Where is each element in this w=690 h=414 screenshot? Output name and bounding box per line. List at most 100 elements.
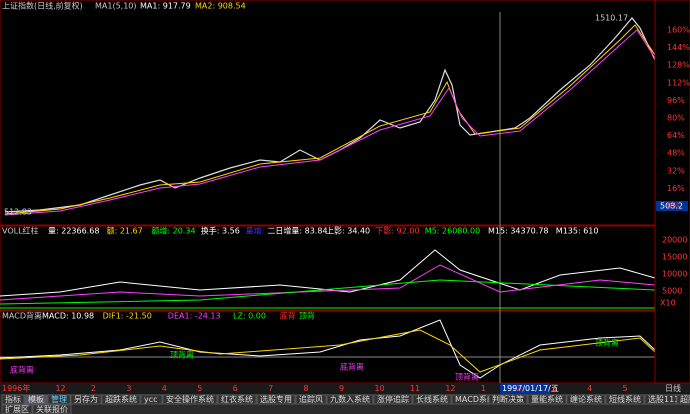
volume-frame	[0, 225, 656, 311]
tab-label[interactable]: 超胜系统	[680, 394, 690, 404]
tab-label[interactable]: 模板	[28, 394, 44, 404]
time-label: 10	[374, 384, 384, 393]
tab-label[interactable]: 另存为	[74, 394, 98, 404]
tab-label[interactable]: 安全操作系统	[166, 394, 214, 404]
macd-field: DEA1: -24.13	[168, 312, 221, 321]
tab[interactable]	[47, 394, 71, 405]
tab-label[interactable]: 涨停追踪	[377, 394, 409, 404]
volume-ma	[0, 249, 656, 297]
current-value: 508.2	[660, 202, 683, 211]
time-label: 2	[516, 384, 521, 393]
time-label: 6	[233, 384, 238, 393]
volume-ma2	[0, 264, 656, 301]
tab-label[interactable]: 超跌系统	[105, 394, 137, 404]
volume-field: 二日增量: 83.84	[267, 226, 327, 236]
tab-label[interactable]: MACD系统	[455, 394, 495, 404]
tab[interactable]	[140, 394, 163, 405]
tab[interactable]	[1, 404, 33, 414]
time-axis-bg	[0, 383, 690, 394]
tab-label[interactable]: 短线系统	[609, 394, 641, 404]
title: 上证指数(日线,前复权)	[2, 1, 83, 11]
tab[interactable]	[527, 394, 567, 405]
tab[interactable]	[488, 394, 528, 405]
tab[interactable]	[24, 394, 48, 405]
tab[interactable]	[1, 394, 25, 405]
tab-label[interactable]: 指标	[5, 394, 21, 404]
ma2-value: MA2: 908.54	[195, 2, 246, 11]
tab[interactable]	[326, 394, 374, 405]
macd-field: LZ: 0.00	[233, 312, 266, 321]
tab-label[interactable]: 关联报价	[36, 404, 68, 414]
volume-field: 量: 22366.68	[48, 227, 99, 236]
dea-line	[0, 329, 656, 373]
macd-field: 顶背	[299, 311, 315, 321]
tab[interactable]	[566, 394, 606, 405]
price-axis-label: 48%	[667, 149, 685, 158]
tab-label[interactable]: 量能系统	[531, 394, 563, 404]
time-label: 11	[410, 384, 420, 393]
time-label: 1996年	[2, 383, 30, 393]
tab[interactable]	[32, 404, 72, 414]
volume-field: 额增: 20.34	[151, 226, 195, 236]
price-axis-label: 16%	[667, 184, 685, 193]
tab-label[interactable]: 选股111	[648, 394, 679, 404]
tab[interactable]	[676, 394, 690, 405]
tab-label[interactable]: 缠论系统	[570, 394, 602, 404]
ma2-line	[4, 29, 656, 216]
ma1-line	[4, 24, 656, 215]
tab[interactable]	[70, 394, 102, 405]
tab[interactable]	[605, 394, 645, 405]
tab-label[interactable]: 红衣系统	[221, 394, 253, 404]
time-label: 7	[268, 384, 273, 393]
right-axis	[654, 0, 690, 384]
tab[interactable]	[256, 394, 296, 405]
volume-field: 额: 21.67	[107, 226, 143, 236]
tab[interactable]	[373, 394, 413, 405]
price-axis-label: 80%	[667, 114, 685, 123]
tab-label[interactable]: 长线系统	[416, 394, 448, 404]
time-label: 3	[552, 384, 557, 393]
time-label: 12	[445, 384, 455, 393]
tab[interactable]	[295, 394, 327, 405]
tab-label[interactable]: 九数入系统	[330, 394, 370, 404]
tab-label[interactable]: 管理	[51, 394, 67, 404]
macd-field: MACD: 10.98	[42, 312, 94, 321]
cursor-date-box	[500, 383, 550, 394]
volume-field: M5: 26080.00	[425, 227, 480, 236]
tab-label[interactable]: 判断决策	[492, 394, 524, 404]
price-axis-label: 144%	[667, 43, 690, 52]
macd-annotation: 顶背离	[595, 338, 619, 348]
tab[interactable]	[162, 394, 218, 405]
ma1-value: MA1: 917.79	[140, 2, 191, 11]
time-label: 8	[304, 384, 309, 393]
tab-label[interactable]: 追踪风	[299, 394, 323, 404]
volume-field: 下影: 92.00	[375, 226, 419, 236]
price-axis-label: 160%	[667, 26, 690, 35]
time-label: 1	[481, 384, 486, 393]
tab[interactable]	[451, 394, 489, 405]
price-axis-label: 64%	[667, 131, 685, 140]
tab[interactable]	[412, 394, 452, 405]
tab-label[interactable]: 扩展区	[5, 404, 29, 414]
tab-label[interactable]: 选股专用	[260, 394, 292, 404]
macd-annotation: 底背离	[10, 365, 34, 375]
macd-annotation: 顶背离	[455, 372, 479, 382]
price-line	[4, 17, 656, 213]
tab[interactable]	[217, 394, 257, 405]
volume-unit: X10	[660, 299, 676, 308]
price-axis-label: 128%	[667, 61, 690, 70]
price-frame	[0, 0, 656, 226]
high-label: 1510.17	[595, 14, 628, 23]
volume-axis-label: 10000	[662, 270, 687, 279]
tab[interactable]	[644, 394, 677, 405]
price-axis-label: 112%	[667, 78, 690, 87]
tab[interactable]	[101, 394, 141, 405]
time-label: 4	[587, 384, 592, 393]
tab-label[interactable]: ycc	[144, 395, 158, 404]
volume-field: M135: 610	[556, 227, 599, 236]
time-label: 5	[623, 384, 628, 393]
price-axis-label: 32%	[667, 166, 685, 175]
volume-field: 上影: 34.40	[326, 226, 370, 236]
volume-field: 量增:	[246, 226, 265, 236]
